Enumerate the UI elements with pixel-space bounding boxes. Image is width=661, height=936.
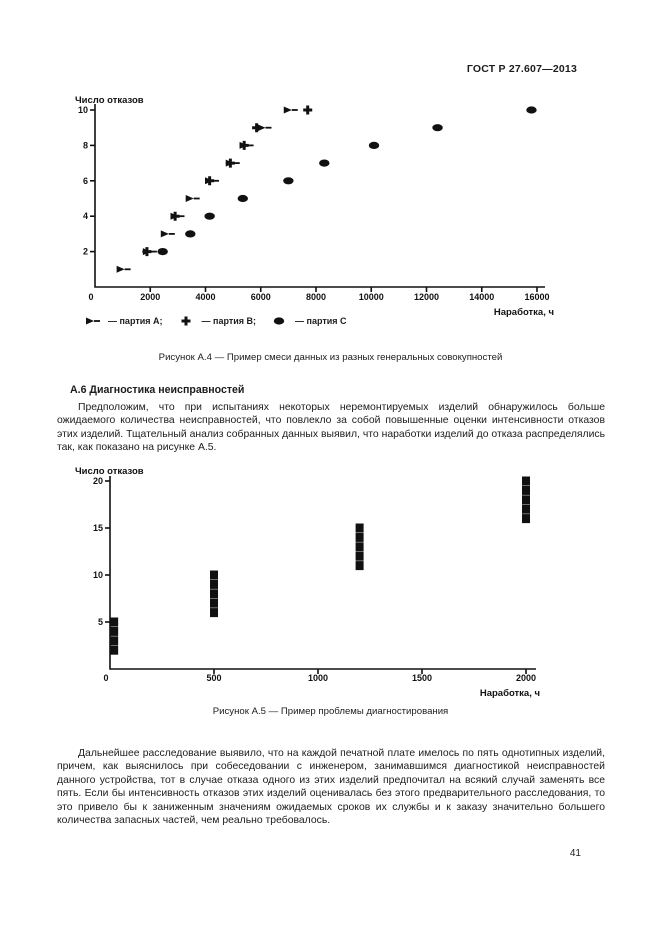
series-ellipse bbox=[157, 106, 537, 256]
figure-a5-caption: Рисунок А.5 — Пример проблемы диагностир… bbox=[212, 706, 449, 717]
svg-text:1500: 1500 bbox=[412, 673, 432, 683]
legend-label: — партия С bbox=[295, 316, 347, 326]
svg-text:4000: 4000 bbox=[195, 292, 215, 302]
svg-text:0: 0 bbox=[88, 292, 93, 302]
x-axis-label: Наработка, ч bbox=[494, 307, 554, 318]
ellipse-marker-icon bbox=[273, 317, 285, 325]
svg-text:8: 8 bbox=[83, 140, 88, 150]
svg-text:15: 15 bbox=[93, 523, 103, 533]
svg-text:2000: 2000 bbox=[516, 673, 536, 683]
y-axis-label: Число отказов bbox=[75, 466, 144, 477]
figure-a4-legend: — партия А; — партия В; — партия С bbox=[84, 315, 347, 327]
series-arrow bbox=[116, 106, 298, 273]
closing-paragraph: Дальнейшее расследование выявило, что на… bbox=[57, 748, 605, 827]
svg-text:20: 20 bbox=[93, 476, 103, 486]
tick-labels: 2 4 6 8 10 0 2000 4000 6000 8000 10000 12000 14000 16… bbox=[78, 105, 550, 302]
legend-item-plus: — партия В; bbox=[178, 315, 257, 327]
section-a6-paragraph: Предположим, что при испытаниях некоторы… bbox=[57, 402, 605, 454]
legend-item-ellipse: — партия С bbox=[271, 315, 347, 327]
series-square bbox=[110, 476, 530, 655]
svg-text:500: 500 bbox=[206, 673, 221, 683]
legend-label: — партия В; bbox=[201, 316, 257, 326]
svg-text:10: 10 bbox=[78, 105, 88, 115]
svg-text:14000: 14000 bbox=[469, 292, 494, 302]
svg-text:1000: 1000 bbox=[308, 673, 328, 683]
section-a6-heading: А.6 Диагностика неисправностей bbox=[70, 384, 245, 396]
figure-a4-scatter-chart: 2 4 6 8 10 0 2000 4000 6000 8000 10000 12000 14000 16… bbox=[75, 95, 554, 318]
svg-text:8000: 8000 bbox=[306, 292, 326, 302]
page-number: 41 bbox=[569, 848, 581, 859]
svg-text:6000: 6000 bbox=[251, 292, 271, 302]
svg-text:2000: 2000 bbox=[140, 292, 160, 302]
svg-text:4: 4 bbox=[83, 211, 88, 221]
x-axis-label: Наработка, ч bbox=[480, 688, 540, 699]
plus-marker-icon bbox=[181, 316, 191, 326]
svg-text:6: 6 bbox=[83, 176, 88, 186]
document-title: ГОСТ Р 27.607—2013 bbox=[466, 63, 577, 75]
figure-a4-caption: Рисунок А.4 — Пример смеси данных из раз… bbox=[158, 352, 503, 363]
svg-text:2: 2 bbox=[83, 247, 88, 257]
svg-text:16000: 16000 bbox=[524, 292, 549, 302]
legend-item-arrow: — партия А; bbox=[84, 315, 163, 327]
arrow-marker-icon bbox=[86, 317, 100, 325]
y-axis-label: Число отказов bbox=[75, 95, 144, 106]
legend-label: — партия А; bbox=[108, 316, 163, 326]
svg-text:10000: 10000 bbox=[359, 292, 384, 302]
axes bbox=[105, 476, 536, 674]
svg-text:0: 0 bbox=[103, 673, 108, 683]
figure-a5-scatter-chart: 5 10 15 20 0 500 1000 1500 2000 Число отказов Нара… bbox=[75, 466, 540, 699]
svg-text:10: 10 bbox=[93, 570, 103, 580]
series-plus bbox=[142, 105, 313, 257]
axes bbox=[90, 104, 545, 292]
tick-labels: 5 10 15 20 0 500 1000 1500 2000 bbox=[93, 476, 536, 683]
svg-text:5: 5 bbox=[98, 617, 103, 627]
svg-text:12000: 12000 bbox=[414, 292, 439, 302]
